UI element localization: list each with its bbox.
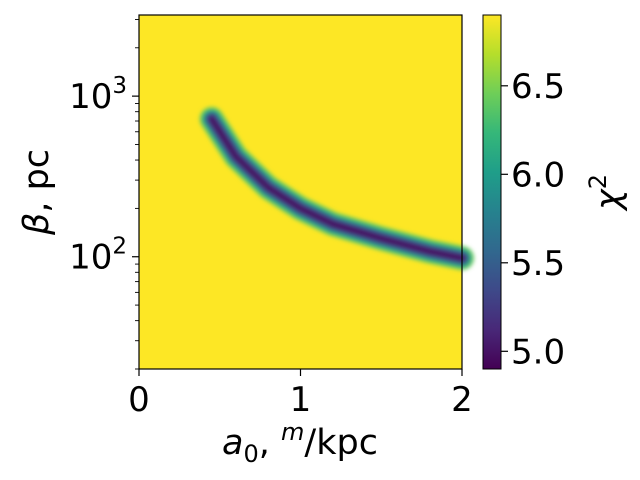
x-axis-label-sub: 0 — [243, 440, 258, 468]
colorbar-label: χ2 — [584, 174, 629, 212]
y-axis-label: β, pc — [17, 149, 57, 236]
x-axis-label-sup: m — [281, 418, 304, 446]
x-axis-label: a0, m/kpc — [222, 418, 378, 468]
colorbar-ticks: 5.0 5.5 6.0 6.5 — [501, 67, 565, 372]
colorbar-tick-label: 6.0 — [511, 155, 565, 195]
x-axis-label-mid: , — [259, 423, 281, 463]
x-tick-label: 0 — [128, 380, 150, 420]
colorbar-tick-label: 5.0 — [511, 332, 565, 372]
heatmap-area — [138, 14, 474, 370]
x-axis-label-prefix: a — [222, 423, 243, 463]
y-tick-base: 10 — [69, 238, 112, 278]
y-axis-label-suffix: , pc — [17, 149, 57, 213]
y-tick-label: 102 — [69, 234, 127, 278]
colorbar-label-exp: 2 — [584, 174, 612, 189]
colorbar: 5.0 5.5 6.0 6.5 χ2 — [482, 14, 629, 372]
y-tick-exp: 2 — [112, 234, 127, 260]
x-tick-label: 1 — [290, 380, 312, 420]
colorbar-tick-label: 5.5 — [511, 244, 565, 284]
y-axis-label-symbol: β — [17, 213, 57, 236]
colorbar-gradient — [482, 14, 502, 370]
valley-band-5 — [210, 117, 464, 260]
y-tick-base: 10 — [69, 77, 112, 117]
x-axis-ticks: 0 1 2 — [128, 369, 473, 420]
chi2-valley — [199, 107, 474, 271]
y-tick-exp: 3 — [112, 73, 127, 99]
heatmap-background — [139, 15, 462, 369]
colorbar-tick-label: 6.5 — [511, 67, 565, 107]
colorbar-label-base: χ — [589, 188, 629, 212]
x-tick-label: 2 — [451, 380, 473, 420]
y-tick-label: 103 — [69, 73, 127, 117]
x-axis-label-suffix: /kpc — [304, 423, 378, 463]
